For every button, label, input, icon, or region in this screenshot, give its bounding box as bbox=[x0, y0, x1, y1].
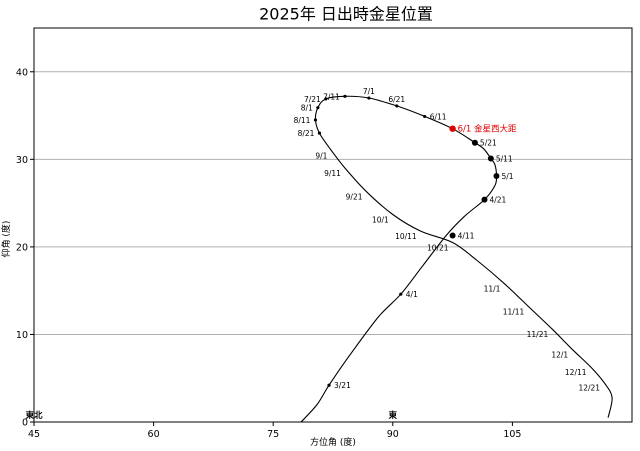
direction-labels: 東北 東 bbox=[25, 410, 397, 421]
x-tick-label: 75 bbox=[267, 429, 279, 440]
data-point-label: 10/1 bbox=[372, 215, 389, 224]
data-point-label: 11/1 bbox=[484, 285, 501, 294]
data-point-label: 11/11 bbox=[503, 307, 525, 316]
data-point bbox=[449, 125, 456, 132]
data-point-label: 12/21 bbox=[578, 384, 600, 393]
y-tick-label: 0 bbox=[22, 418, 28, 429]
direction-label: 東 bbox=[389, 410, 398, 421]
data-point bbox=[493, 172, 500, 179]
y-tick-label: 40 bbox=[16, 67, 28, 78]
data-point-label: 6/21 bbox=[388, 95, 405, 104]
data-point-label: 7/21 bbox=[304, 95, 321, 104]
data-point bbox=[399, 292, 403, 296]
x-axis-ticks: 45 60 75 90 105 bbox=[28, 422, 521, 440]
data-point-label: 9/1 bbox=[315, 152, 327, 161]
y-axis-ticks: 0 10 20 30 40 bbox=[16, 67, 34, 429]
data-point-label: 11/21 bbox=[527, 330, 549, 339]
data-point-label: 3/21 bbox=[334, 381, 351, 390]
plot-frame bbox=[33, 27, 633, 423]
data-point bbox=[395, 104, 399, 108]
data-point bbox=[327, 383, 331, 387]
direction-label: 東北 bbox=[25, 410, 43, 421]
trajectory-line bbox=[300, 95, 613, 423]
data-point bbox=[317, 131, 322, 135]
x-tick-label: 105 bbox=[503, 429, 521, 440]
data-point bbox=[423, 114, 427, 119]
x-tick-label: 90 bbox=[387, 429, 399, 440]
data-point bbox=[367, 96, 371, 100]
data-point-label: 5/1 bbox=[501, 172, 513, 181]
data-point-label: 12/11 bbox=[565, 368, 587, 377]
data-point-label: 4/11 bbox=[458, 232, 475, 241]
y-tick-label: 30 bbox=[16, 155, 28, 166]
chart-title: 2025年 日出時金星位置 bbox=[259, 5, 433, 24]
data-point-label: 9/21 bbox=[346, 193, 363, 202]
data-point-label: 9/11 bbox=[324, 169, 341, 178]
data-point bbox=[324, 97, 328, 101]
data-points bbox=[313, 94, 500, 387]
data-point-label: 4/1 bbox=[406, 290, 418, 299]
x-tick-label: 45 bbox=[28, 429, 40, 440]
data-point bbox=[449, 232, 456, 239]
x-axis-label: 方位角 (度) bbox=[310, 436, 356, 448]
data-point-label: 5/11 bbox=[496, 154, 513, 163]
y-tick-label: 10 bbox=[16, 330, 28, 341]
data-point-label: 10/11 bbox=[395, 232, 417, 241]
data-point-label: 12/1 bbox=[551, 350, 568, 359]
data-point-label: 6/1 金星西大距 bbox=[458, 124, 517, 135]
y-axis-label: 仰角 (度) bbox=[0, 221, 12, 258]
data-point bbox=[316, 106, 320, 110]
trajectory bbox=[300, 95, 613, 423]
data-point-label: 8/21 bbox=[298, 129, 315, 138]
data-point-label: 5/21 bbox=[480, 139, 497, 148]
x-tick-label: 60 bbox=[148, 429, 160, 440]
data-point-label: 6/11 bbox=[430, 112, 447, 121]
data-point bbox=[313, 118, 318, 122]
data-labels: 3/21 4/1 4/11 4/21 5/1 5/11 5/21 6/1 金星西大距 6/11 6… bbox=[294, 87, 601, 393]
data-point-label: 10/21 bbox=[427, 244, 449, 253]
data-point bbox=[343, 94, 347, 98]
data-point-label: 8/11 bbox=[294, 116, 311, 125]
data-point bbox=[487, 155, 494, 162]
data-point bbox=[471, 139, 478, 146]
data-point-label: 8/1 bbox=[301, 104, 313, 113]
data-point-label: 7/11 bbox=[323, 92, 340, 101]
y-tick-label: 20 bbox=[16, 242, 28, 253]
grid-lines bbox=[34, 71, 632, 335]
data-point-label: 7/1 bbox=[363, 87, 375, 96]
data-point-label: 4/21 bbox=[489, 196, 506, 205]
data-point bbox=[481, 196, 488, 203]
